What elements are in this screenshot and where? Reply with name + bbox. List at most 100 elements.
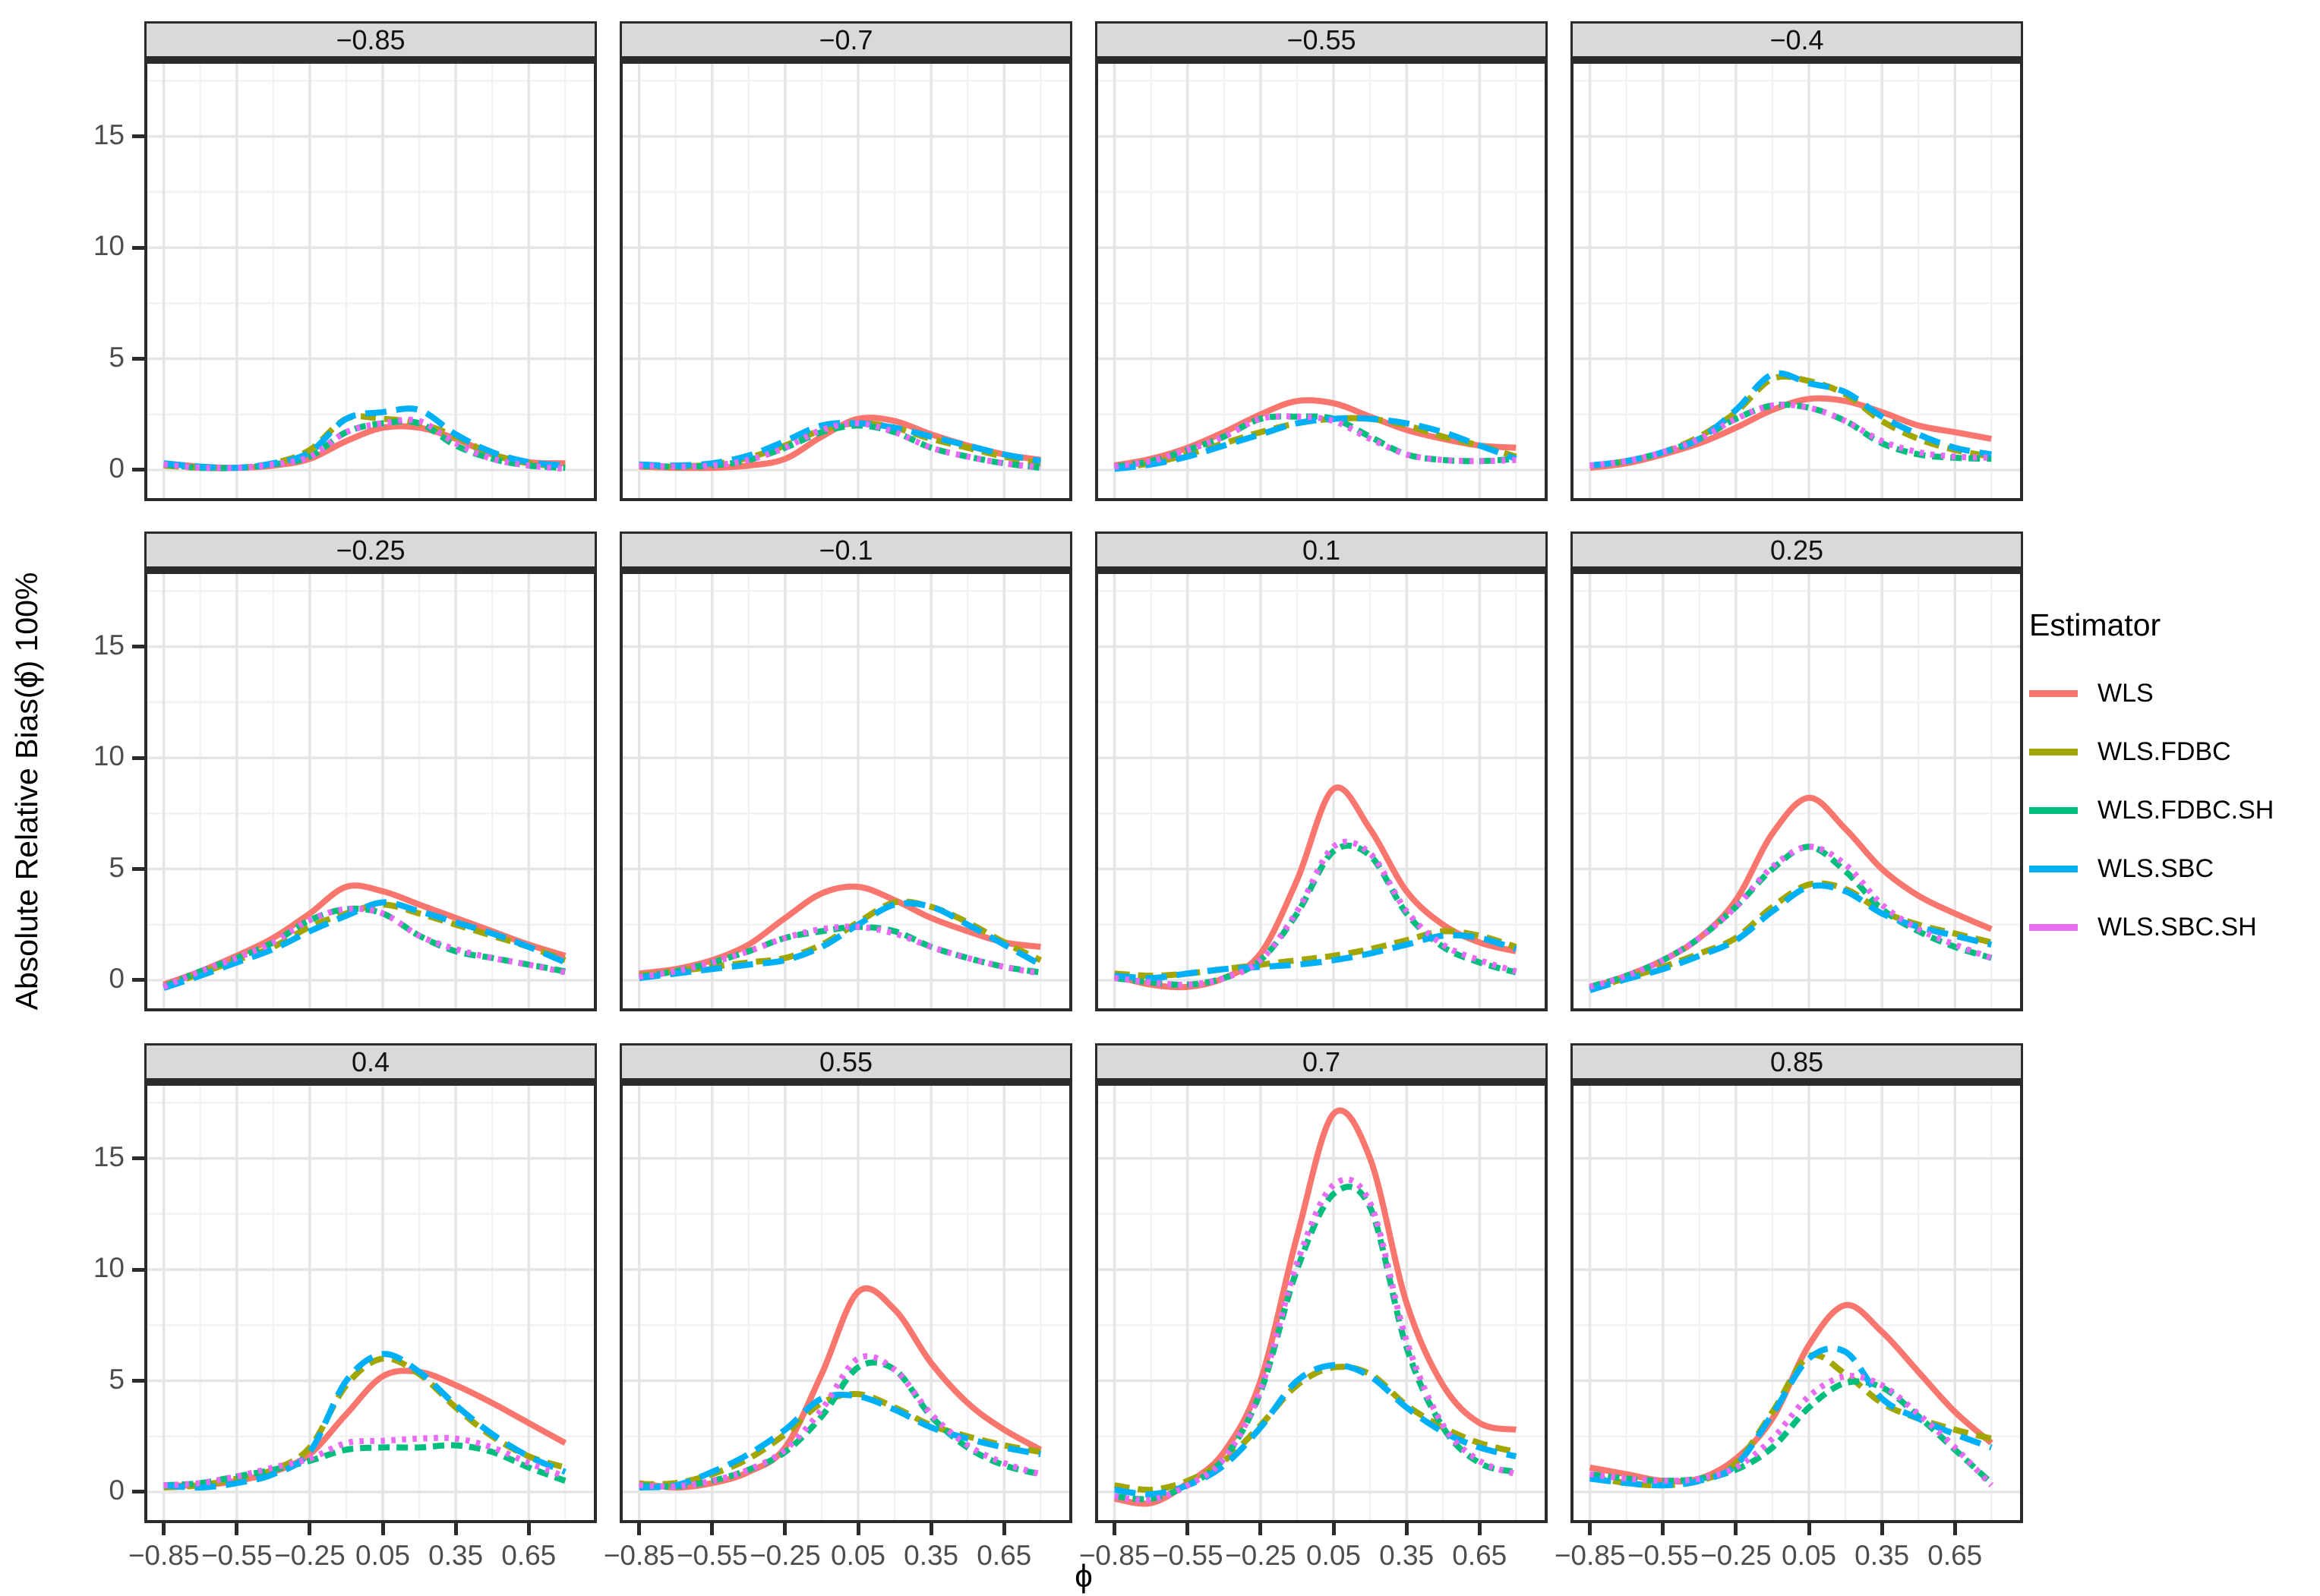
y-tick-mark [132,978,144,983]
facet-panel-−0.55 [1095,61,1548,501]
facet-panel-0.25 [1570,571,2023,1011]
legend-entry-label: WLS.SBC.SH [2097,913,2257,942]
series-line-WLS.FDBC [163,901,567,990]
x-tick-label: 0.05 [1306,1540,1362,1571]
legend-entry-WLS.FDBC: WLS.FDBC [2029,723,2274,781]
y-tick-mark [132,1267,144,1272]
x-tick-mark [856,1523,860,1535]
facet-strip-label: 0.25 [1769,534,1824,566]
x-tick-mark [308,1523,312,1535]
series-line-WLS.SBC [639,420,1042,469]
x-tick-mark [1331,1523,1336,1535]
series-line-WLS.SBC [1589,1345,1993,1489]
legend-key-line-icon [2029,690,2078,697]
series-line-WLS.FDBC.SH [1114,1184,1517,1503]
x-tick-mark [637,1523,642,1535]
series-line-WLS.SBC [1114,932,1517,982]
x-tick-mark [783,1523,788,1535]
facet-strip-label: −0.7 [819,24,873,55]
series-line-WLS [1589,1301,1993,1485]
x-tick-label: −0.25 [750,1540,821,1571]
series-line-WLS.SBC.SH [639,1353,1042,1490]
series-line-WLS.SBC [163,1351,567,1491]
y-tick-label: 5 [109,341,125,373]
facet-strip-label: −0.55 [1286,24,1356,55]
x-tick-mark [1807,1523,1811,1535]
panel-border [1570,61,2023,501]
facet-strip: −0.4 [1570,21,2023,61]
panel-border [620,571,1072,1011]
series-line-WLS.SBC.SH [163,416,566,472]
series-line-WLS.FDBC.SH [639,923,1041,980]
x-tick-mark [929,1523,933,1535]
y-tick-label: 0 [109,962,125,994]
series-line-WLS.SBC [163,899,567,992]
series-line-WLS.FDBC [639,420,1042,470]
y-tick-mark [132,755,144,760]
facet-strip: −0.7 [620,21,1072,61]
x-tick-label: −0.85 [1554,1540,1626,1571]
facet-strip-label: −0.25 [336,534,406,566]
legend-title: Estimator [2029,607,2161,642]
facet-panel-−0.4 [1570,61,2023,501]
y-tick-mark [132,1490,144,1494]
panel-border [1095,571,1548,1011]
facet-strip-label: 0.4 [351,1046,390,1077]
x-tick-label: −0.55 [200,1540,273,1571]
series-line-WLS.FDBC [1589,1352,1993,1489]
y-tick-label: 15 [93,629,125,661]
facet-strip-label: 0.55 [819,1046,873,1077]
x-tick-label: 0.05 [355,1540,411,1571]
x-tick-label: −0.25 [274,1540,346,1571]
panel-border [620,1083,1072,1523]
panel-border [1570,571,2023,1011]
series-line-WLS.SBC [639,1391,1042,1491]
facet-panel-0.55 [620,1083,1072,1523]
facet-strip-label: −0.4 [1769,24,1824,55]
series-line-WLS.SBC.SH [1589,401,1992,469]
y-tick-mark [132,1379,144,1383]
y-tick-mark [132,357,144,361]
y-tick-label: 0 [109,1474,125,1506]
facet-strip: −0.55 [1095,21,1548,61]
x-tick-mark [1661,1523,1665,1535]
x-tick-label: 0.65 [501,1540,557,1571]
legend-key-line-icon [2029,807,2078,814]
x-tick-label: 0.05 [831,1540,886,1571]
x-tick-mark [1477,1523,1482,1535]
facet-strip-label: 0.1 [1302,534,1341,566]
facet-panel-−0.85 [144,61,597,501]
series-line-WLS.SBC [1589,882,1993,994]
series-line-WLS.FDBC.SH [1114,413,1517,470]
panel-border [144,1083,597,1523]
panel-border [1095,1083,1548,1523]
y-tick-label: 5 [109,851,125,883]
facet-panel-0.85 [1570,1083,2023,1523]
y-tick-mark [132,245,144,250]
x-tick-label: 0.35 [428,1540,484,1571]
facet-strip-label: −0.1 [819,534,873,566]
facet-panel-−0.7 [620,61,1072,501]
x-tick-mark [710,1523,715,1535]
facet-strip: 0.7 [1095,1043,1548,1083]
y-tick-mark [132,645,144,649]
legend: Estimator WLS WLS.FDBC WLS.FDBC.SH WLS.SBC W… [2029,607,2274,957]
series-line-WLS.SBC.SH [163,905,567,990]
series-line-WLS.SBC [639,900,1043,982]
legend-entry-WLS.SBC.SH: WLS.SBC.SH [2029,898,2274,957]
facet-strip: −0.25 [144,531,597,571]
legend-entries: WLS WLS.FDBC WLS.FDBC.SH WLS.SBC WLS.SBC.SH [2029,664,2274,957]
y-tick-label: 5 [109,1363,125,1395]
facet-strip-label: 0.85 [1769,1046,1824,1077]
panel-border [620,61,1072,501]
x-tick-label: 0.35 [1854,1540,1910,1571]
x-tick-label: −0.55 [1151,1540,1223,1571]
facet-strip: −0.1 [620,531,1072,571]
x-tick-label: −0.25 [1700,1540,1772,1571]
x-tick-label: 0.35 [904,1540,959,1571]
facet-panel-0.7 [1095,1083,1548,1523]
series-line-WLS [639,883,1041,977]
legend-entry-WLS.SBC: WLS.SBC [2029,840,2274,898]
x-tick-mark [235,1523,239,1535]
series-line-WLS.FDBC.SH [1589,1378,1994,1486]
